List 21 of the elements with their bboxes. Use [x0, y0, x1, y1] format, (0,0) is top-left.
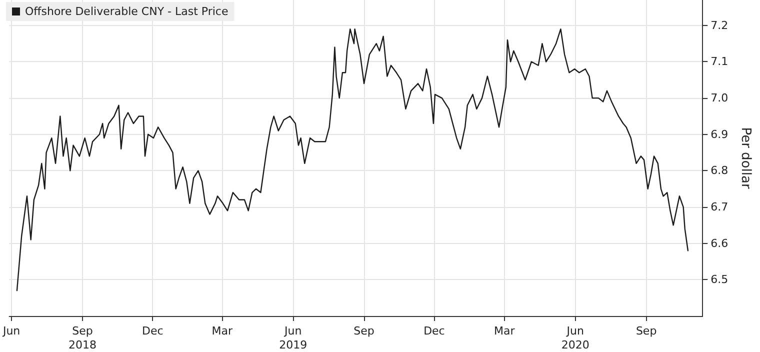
y-tick-label: 7.1 — [710, 55, 728, 68]
y-tick-label: 6.5 — [710, 273, 728, 286]
y-tick-label: 6.8 — [710, 164, 728, 178]
y-tick-label: 6.7 — [710, 200, 728, 214]
y-axis-title: Per dollar — [738, 127, 753, 190]
line-series — [16, 28, 689, 292]
x-tick-label: Sep — [354, 324, 374, 338]
x-tick-label: Sep 2018 — [68, 324, 97, 352]
x-tick-label: Jun 2020 — [561, 324, 590, 352]
x-tick-label: Mar — [494, 324, 516, 338]
x-tick-label: Jun 2019 — [279, 324, 308, 352]
y-tick-label: 6.9 — [710, 128, 728, 141]
x-tick-label: Dec — [424, 324, 445, 338]
y-tick-label: 7.2 — [710, 18, 728, 32]
legend-label: Offshore Deliverable CNY - Last Price — [25, 5, 228, 18]
y-tick-label: 6.6 — [710, 236, 728, 250]
y-tick-label: 7.0 — [710, 92, 728, 105]
x-tick-label: Dec — [142, 324, 164, 338]
x-tick-label: Jun — [2, 324, 20, 338]
x-tick-label: Sep — [636, 324, 657, 338]
x-tick-label: Mar — [212, 324, 233, 338]
